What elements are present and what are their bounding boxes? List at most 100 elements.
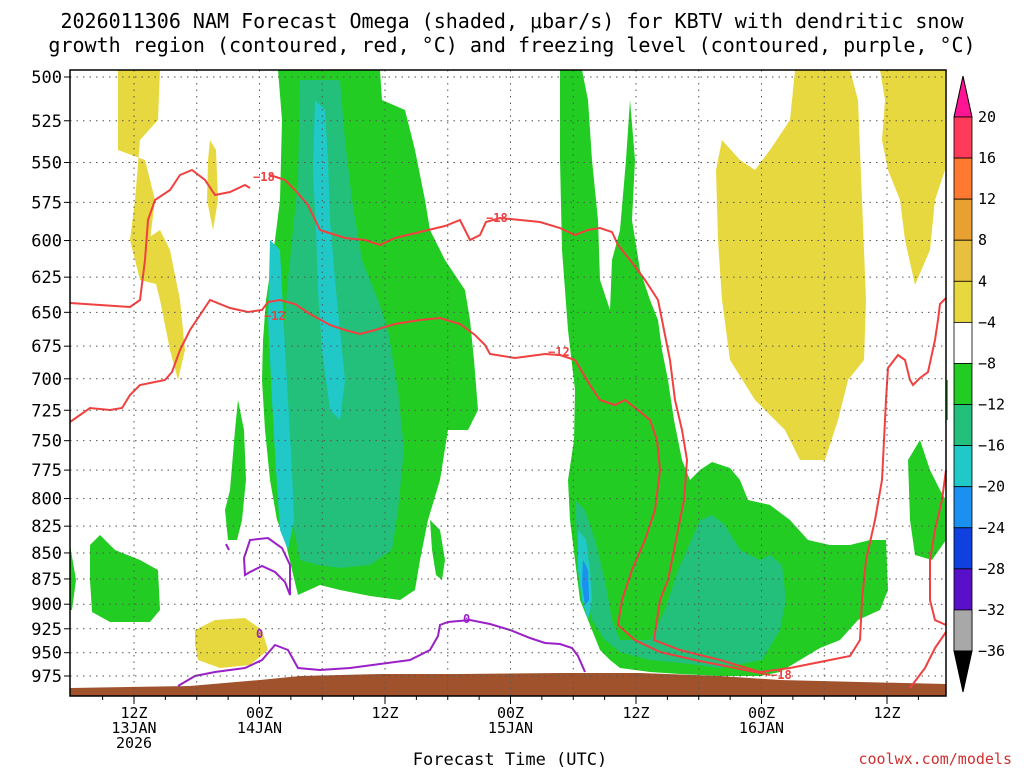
y-tick-label: 925 (31, 620, 62, 640)
colorbar-swatch (953, 568, 973, 611)
dgz-lower-label-1: −12 (264, 309, 286, 323)
colorbar-swatch (953, 404, 973, 447)
omega-shading (70, 70, 948, 676)
colorbar-label: −32 (978, 601, 1005, 619)
colorbar-label: 20 (978, 108, 996, 126)
y-tick-label: 575 (31, 193, 62, 213)
freezing-label-2: 0 (463, 612, 470, 626)
y-tick-label: 800 (31, 490, 62, 510)
colorbar-label: −8 (978, 354, 996, 372)
y-tick-label: 950 (31, 644, 62, 664)
omega-negative-area-7 (908, 440, 946, 560)
dgz-upper-contour (69, 168, 947, 674)
omega-negative-area-2 (225, 400, 246, 540)
omega-negative-area-3 (90, 535, 160, 622)
omega-positive-area-6 (880, 70, 945, 285)
dgz-upper-label-1: −18 (253, 170, 275, 184)
omega-negative-area-6 (560, 70, 888, 676)
colorbar-swatch (953, 486, 973, 529)
colorbar-min-arrow (953, 650, 973, 693)
y-tick-label: 975 (31, 667, 62, 687)
omega-strong-area-3 (268, 240, 294, 550)
colorbar-swatch (953, 527, 973, 570)
y-tick-label: 650 (31, 303, 62, 323)
y-tick-label: 500 (31, 68, 62, 88)
y-tick-label: 550 (31, 153, 62, 173)
colorbar-swatch (953, 363, 973, 405)
chart-title-line1: 2026011306 NAM Forecast Omega (shaded, μ… (60, 9, 964, 33)
omega-strong-area-4 (575, 500, 786, 668)
x-tick-label: 12Z (622, 704, 649, 722)
x-tick-label: 00Z (748, 704, 775, 722)
colorbar-swatch (953, 157, 973, 200)
dgz-upper-label-2: −18 (486, 211, 508, 225)
omega-strong-area-1 (282, 80, 404, 568)
y-tick-label: 700 (31, 370, 62, 390)
colorbar-swatch (953, 321, 973, 364)
y-tick-label: 775 (31, 461, 62, 481)
freezing-level-contour (177, 618, 586, 687)
colorbar-label: 16 (978, 149, 996, 167)
y-tick-label: 825 (31, 517, 62, 537)
colorbar-label: −12 (978, 396, 1005, 414)
x-tick-label: 2026 (116, 734, 152, 752)
terrain-ground (70, 673, 946, 696)
colorbar-label: −36 (978, 642, 1005, 660)
dgz-lower-label-2: −12 (548, 345, 570, 359)
colorbar-max-arrow (953, 75, 973, 118)
colorbar-swatch (953, 280, 973, 323)
omega-strong-area-2 (313, 100, 345, 420)
y-tick-label: 750 (31, 432, 62, 452)
y-tick-label: 600 (31, 232, 62, 252)
y-tick-label: 625 (31, 268, 62, 288)
y-tick-label: 850 (31, 544, 62, 564)
x-tick-label: 12Z (371, 704, 398, 722)
omega-negative-area-5 (430, 520, 445, 580)
y-tick-label: 900 (31, 595, 62, 615)
colorbar-swatch (953, 445, 973, 488)
omega-positive-area-3 (207, 140, 218, 230)
y-tick-label: 675 (31, 337, 62, 357)
colorbar-label: −16 (978, 437, 1005, 455)
x-tick-label: 13JAN (111, 719, 156, 737)
omega-negative-area-4 (70, 545, 76, 610)
colorbar-swatch (953, 609, 973, 652)
colorbar-swatch (953, 116, 973, 159)
colorbar-swatch (953, 198, 973, 241)
plot-frame (69, 69, 947, 697)
colorbar-label: −4 (978, 313, 996, 331)
plot-area: −18 −18 −18 −12 −12 0 0 (69, 69, 948, 697)
colorbar-label: −28 (978, 560, 1005, 578)
colorbar-swatch (953, 239, 973, 282)
x-tick-label: 12Z (873, 704, 900, 722)
x-tick-label: 16JAN (739, 719, 784, 737)
dgz-lower-contour (69, 298, 947, 689)
grid-lines (70, 70, 946, 696)
freezing-label-1: 0 (256, 627, 263, 641)
colorbar-label: 4 (978, 272, 987, 290)
colorbar-label: 12 (978, 190, 996, 208)
freezing-level-contour-2 (242, 536, 291, 596)
freezing-contour-group (177, 536, 586, 687)
freezing-level-contour-3 (225, 543, 230, 551)
chart-title-line2: growth region (contoured, red, °C) and f… (48, 33, 975, 57)
colorbar-label: −24 (978, 519, 1005, 537)
x-tick-label: 15JAN (488, 719, 533, 737)
dgz-contours (69, 168, 947, 689)
omega-strong-area-6 (582, 560, 589, 605)
omega-positive-area-2 (145, 230, 185, 380)
colorbar-label: 8 (978, 231, 987, 249)
colorbar: 20 16 12 8 4 −4 −8 −12 −16 −20 −24 −28 −32 −36 (953, 75, 1005, 693)
y-axis: 500 525 550 575 600 625 650 675 700 725 750 775 800 8… (31, 68, 70, 687)
dgz-upper-label-3: −18 (770, 668, 792, 682)
y-tick-label: 525 (31, 112, 62, 132)
colorbar-label: −20 (978, 478, 1005, 496)
omega-positive-area-1 (118, 70, 160, 285)
omega-positive-area-4 (195, 618, 268, 668)
x-tick-label: 00Z (497, 704, 524, 722)
x-axis-title: Forecast Time (UTC) (413, 750, 607, 768)
x-tick-label: 00Z (246, 704, 273, 722)
y-tick-label: 875 (31, 570, 62, 590)
